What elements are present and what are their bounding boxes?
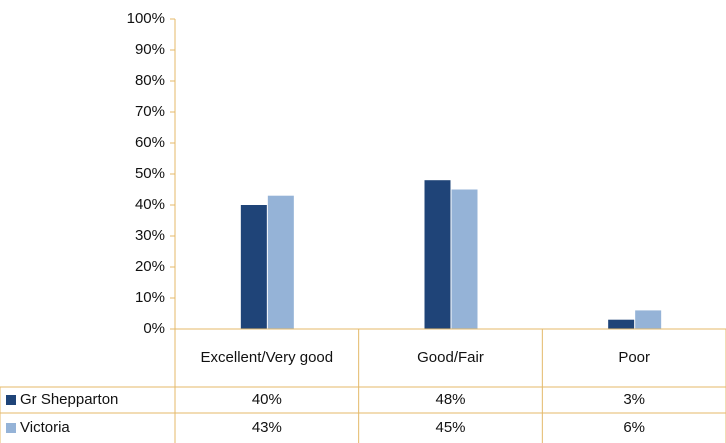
- x-tick-label: Good/Fair: [417, 349, 484, 366]
- x-tick-label-box: Poor: [618, 349, 650, 366]
- bar: [451, 189, 478, 329]
- y-tick-label: 0%: [143, 320, 165, 337]
- bar: [240, 205, 267, 329]
- x-tick-label: Poor: [618, 349, 650, 366]
- x-tick-label: Excellent/Very good: [200, 349, 334, 366]
- data-label: 45%: [435, 419, 465, 436]
- legend-label: Victoria: [20, 419, 70, 436]
- x-tick-label-box: Good/Fair: [417, 349, 484, 366]
- bar: [608, 319, 635, 329]
- y-tick-label: 70%: [135, 103, 165, 120]
- y-tick-label: 90%: [135, 41, 165, 58]
- data-label: 48%: [435, 391, 465, 408]
- y-tick-label: 60%: [135, 134, 165, 151]
- bar: [635, 310, 662, 329]
- data-label: 43%: [252, 419, 282, 436]
- y-tick-label: 50%: [135, 165, 165, 182]
- bar: [424, 180, 451, 329]
- x-tick-label-box: Excellent/Very good: [200, 349, 334, 366]
- legend-swatch: [6, 395, 16, 405]
- legend-swatch: [6, 423, 16, 433]
- data-label: 6%: [623, 419, 645, 436]
- y-tick-label: 10%: [135, 289, 165, 306]
- y-tick-label: 20%: [135, 258, 165, 275]
- data-label: 40%: [252, 391, 282, 408]
- data-label: 3%: [623, 391, 645, 408]
- y-tick-label: 30%: [135, 227, 165, 244]
- legend-label: Gr Shepparton: [20, 391, 118, 408]
- y-tick-label: 80%: [135, 72, 165, 89]
- y-tick-label: 40%: [135, 196, 165, 213]
- y-tick-label: 100%: [127, 10, 165, 27]
- bar: [267, 195, 294, 329]
